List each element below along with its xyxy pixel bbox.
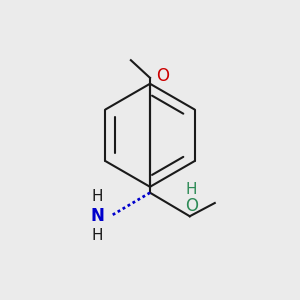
- Text: N: N: [90, 207, 104, 225]
- Text: H: H: [91, 228, 103, 243]
- Text: H: H: [185, 182, 197, 197]
- Text: O: O: [156, 68, 169, 85]
- Text: H: H: [91, 190, 103, 205]
- Text: O: O: [185, 197, 198, 215]
